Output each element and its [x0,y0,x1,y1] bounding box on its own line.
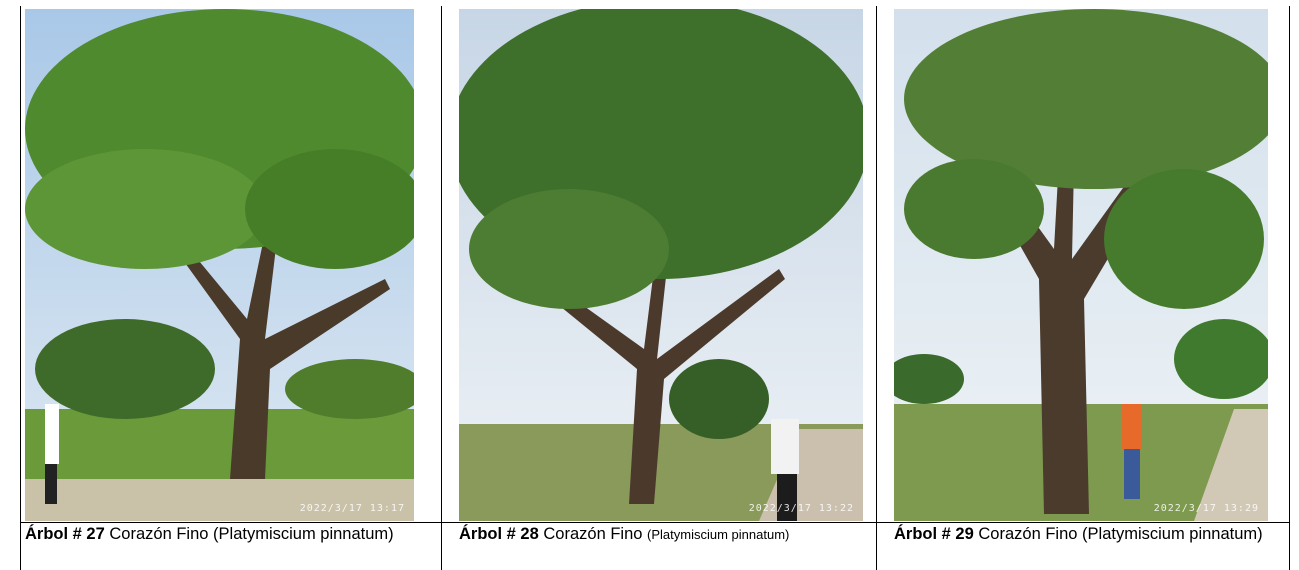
tree-species: (Platymiscium pinnatum) [647,527,790,542]
tree-name: Corazón Fino [978,525,1078,543]
tree-species: (Platymiscium pinnatum) [1082,525,1263,543]
caption: Árbol # 28 Corazón Fino (Platymiscium pi… [459,524,870,545]
timestamp: 2022/3/17 13:29 [1154,503,1259,514]
row-divider [20,522,1290,523]
photo: 2022/3/17 13:22 [459,9,863,521]
timestamp: 2022/3/17 13:22 [749,503,854,514]
caption: Árbol # 29 Corazón Fino (Platymiscium pi… [894,524,1283,544]
tree-label: Árbol # 29 [894,525,974,543]
caption: Árbol # 27 Corazón Fino (Platymiscium pi… [25,524,435,544]
tree-label: Árbol # 27 [25,525,105,543]
tree-name: Corazón Fino [543,525,643,543]
timestamp: 2022/3/17 13:17 [300,503,405,514]
cell: 2022/3/17 13:29 Árbol # 29 Corazón Fino … [876,6,1290,570]
photo-table: 2022/3/17 13:17 Árbol # 27 Corazón Fino … [20,6,1290,570]
cell: 2022/3/17 13:17 Árbol # 27 Corazón Fino … [20,6,441,570]
photo: 2022/3/17 13:29 [894,9,1268,521]
photo: 2022/3/17 13:17 [25,9,414,521]
cell: 2022/3/17 13:22 Árbol # 28 Corazón Fino … [441,6,876,570]
tree-name: Corazón Fino [109,525,209,543]
tree-species: (Platymiscium pinnatum) [213,525,394,543]
tree-label: Árbol # 28 [459,525,539,543]
